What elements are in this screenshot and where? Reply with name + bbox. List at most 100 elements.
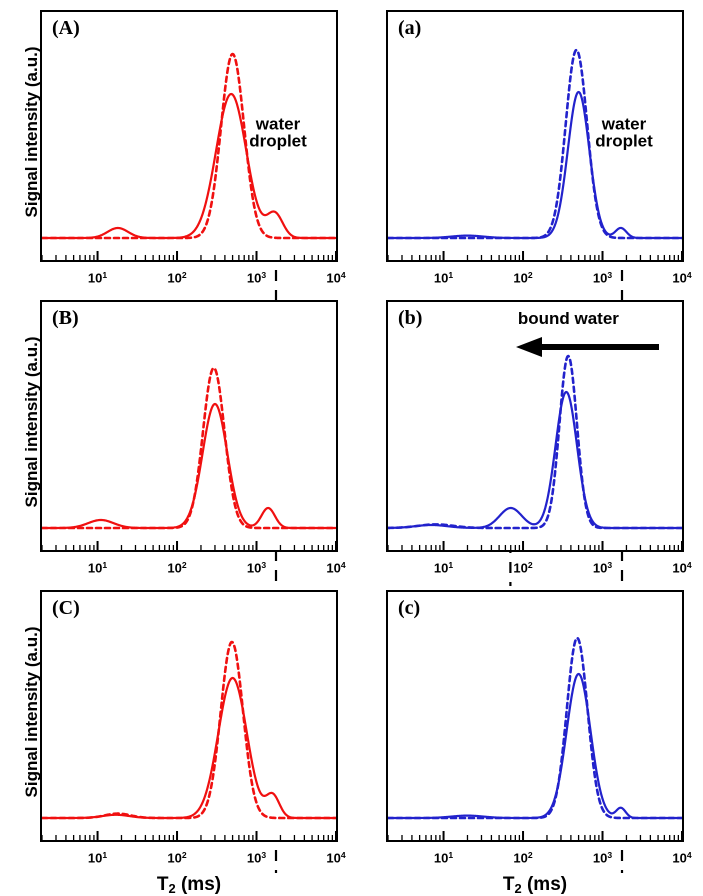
plot-frame-C [40,590,338,842]
x-tick-label-C-10e3: 103 [247,850,266,865]
x-tick-label-A-10e2: 102 [167,270,186,285]
tick-exponent: 3 [261,850,267,860]
tick-base: 10 [433,270,449,286]
tick-base: 10 [326,850,341,866]
x-tick-label-B-10e3: 103 [247,560,266,575]
panel-label-b: (b) [398,307,423,329]
tick-base: 10 [513,270,528,286]
tick-exponent: 3 [261,560,267,570]
x-axis-title-symbol: T [156,874,169,895]
tick-base: 10 [433,560,449,576]
tick-exponent: 3 [261,270,267,280]
tick-exponent: 1 [102,270,108,280]
x-tick-label-A-10e1: 101 [88,270,107,285]
curve-C-solid [42,676,336,820]
x-axis-ticks-C [42,831,336,840]
x-axis-title-unit: (ms) [521,874,568,895]
x-tick-label-c-10e4: 104 [672,850,691,865]
tick-exponent: 4 [340,560,346,570]
tick-exponent: 3 [607,270,613,280]
tick-exponent: 1 [448,270,454,280]
tick-base: 10 [592,560,608,576]
panel-label-c: (c) [398,597,421,619]
tick-exponent: 4 [686,270,692,280]
x-tick-label-B-10e2: 102 [167,560,186,575]
x-tick-label-b-10e4: 104 [672,560,691,575]
tick-base: 10 [672,850,687,866]
tick-base: 10 [433,850,449,866]
x-tick-label-b-10e3: 103 [593,560,612,575]
plot-frame-c [386,590,684,842]
tick-base: 10 [167,270,182,286]
annotation-bound-water: bound water [517,309,619,328]
x-axis-ticks-c [388,831,682,840]
curves-C [42,640,336,840]
tick-exponent: 3 [607,560,613,570]
bound-water-arrow-icon [516,337,660,357]
x-tick-label-A-10e3: 103 [247,270,266,285]
x-axis-ticks-b [388,541,682,550]
x-tick-label-B-10e4: 104 [326,560,345,575]
tick-base: 10 [246,850,262,866]
tick-exponent: 2 [527,270,533,280]
x-tick-label-C-10e4: 104 [326,850,345,865]
nmr-t2-figure: (A) 101 102 103 104 Signal intensity (a.u.) (a… [22,10,692,896]
panel-label-B: (B) [52,307,79,329]
tick-exponent: 2 [527,850,533,860]
plot-frame-A [40,10,338,262]
annotation-water-droplet-line1: water [255,114,301,134]
tick-exponent: 1 [102,560,108,570]
curves-a [388,48,682,260]
tick-exponent: 1 [102,850,108,860]
x-tick-label-b-10e2: 102 [513,560,532,575]
x-tick-label-c-10e2: 102 [513,850,532,865]
tick-base: 10 [513,850,528,866]
x-axis-ticks-A [42,251,336,260]
annotation-water-droplet-col0: water droplet [249,115,307,150]
plot-frame-a [386,10,684,262]
curves-c [388,636,682,840]
panel-label-a: (a) [398,17,422,39]
tick-base: 10 [592,850,608,866]
annotation-water-droplet-line2: droplet [595,131,653,151]
curve-B-dotted [42,366,336,530]
annotation-water-droplet-line1: water [601,114,647,134]
tick-base: 10 [672,270,687,286]
tick-exponent: 2 [181,560,187,570]
curve-b-solid [388,390,682,530]
curve-b-dotted [388,354,682,530]
plot-frame-B [40,300,338,552]
tick-base: 10 [87,850,103,866]
x-tick-label-c-10e3: 103 [593,850,612,865]
tick-base: 10 [87,270,103,286]
tick-base: 10 [326,270,341,286]
curves-b [388,354,682,550]
tick-base: 10 [167,560,182,576]
curves-A [42,52,336,260]
x-tick-label-A-10e4: 104 [326,270,345,285]
x-axis-ticks-a [388,251,682,260]
x-axis-title-subscript: 2 [514,880,522,896]
x-axis-title-subscript: 2 [168,880,176,896]
tick-exponent: 2 [181,850,187,860]
panel-label-A: (A) [52,17,80,39]
x-tick-label-a-10e2: 102 [513,270,532,285]
x-tick-label-C-10e1: 101 [88,850,107,865]
curve-c-solid [388,672,682,820]
tick-exponent: 2 [527,560,533,570]
panel-label-C: (C) [52,597,80,619]
tick-exponent: 4 [340,270,346,280]
x-axis-title-unit: (ms) [175,874,222,895]
y-axis-label-B: Signal intensity (a.u.) [22,336,41,508]
x-axis-title-col0: T2 (ms) [40,874,338,896]
tick-base: 10 [246,560,262,576]
x-tick-label-c-10e1: 101 [434,850,453,865]
x-tick-label-a-10e4: 104 [672,270,691,285]
tick-base: 10 [167,850,182,866]
x-axis-ticks-B [42,541,336,550]
tick-base: 10 [246,270,262,286]
y-axis-label-C: Signal intensity (a.u.) [22,626,41,798]
tick-base: 10 [513,560,528,576]
tick-base: 10 [592,270,608,286]
tick-base: 10 [326,560,341,576]
